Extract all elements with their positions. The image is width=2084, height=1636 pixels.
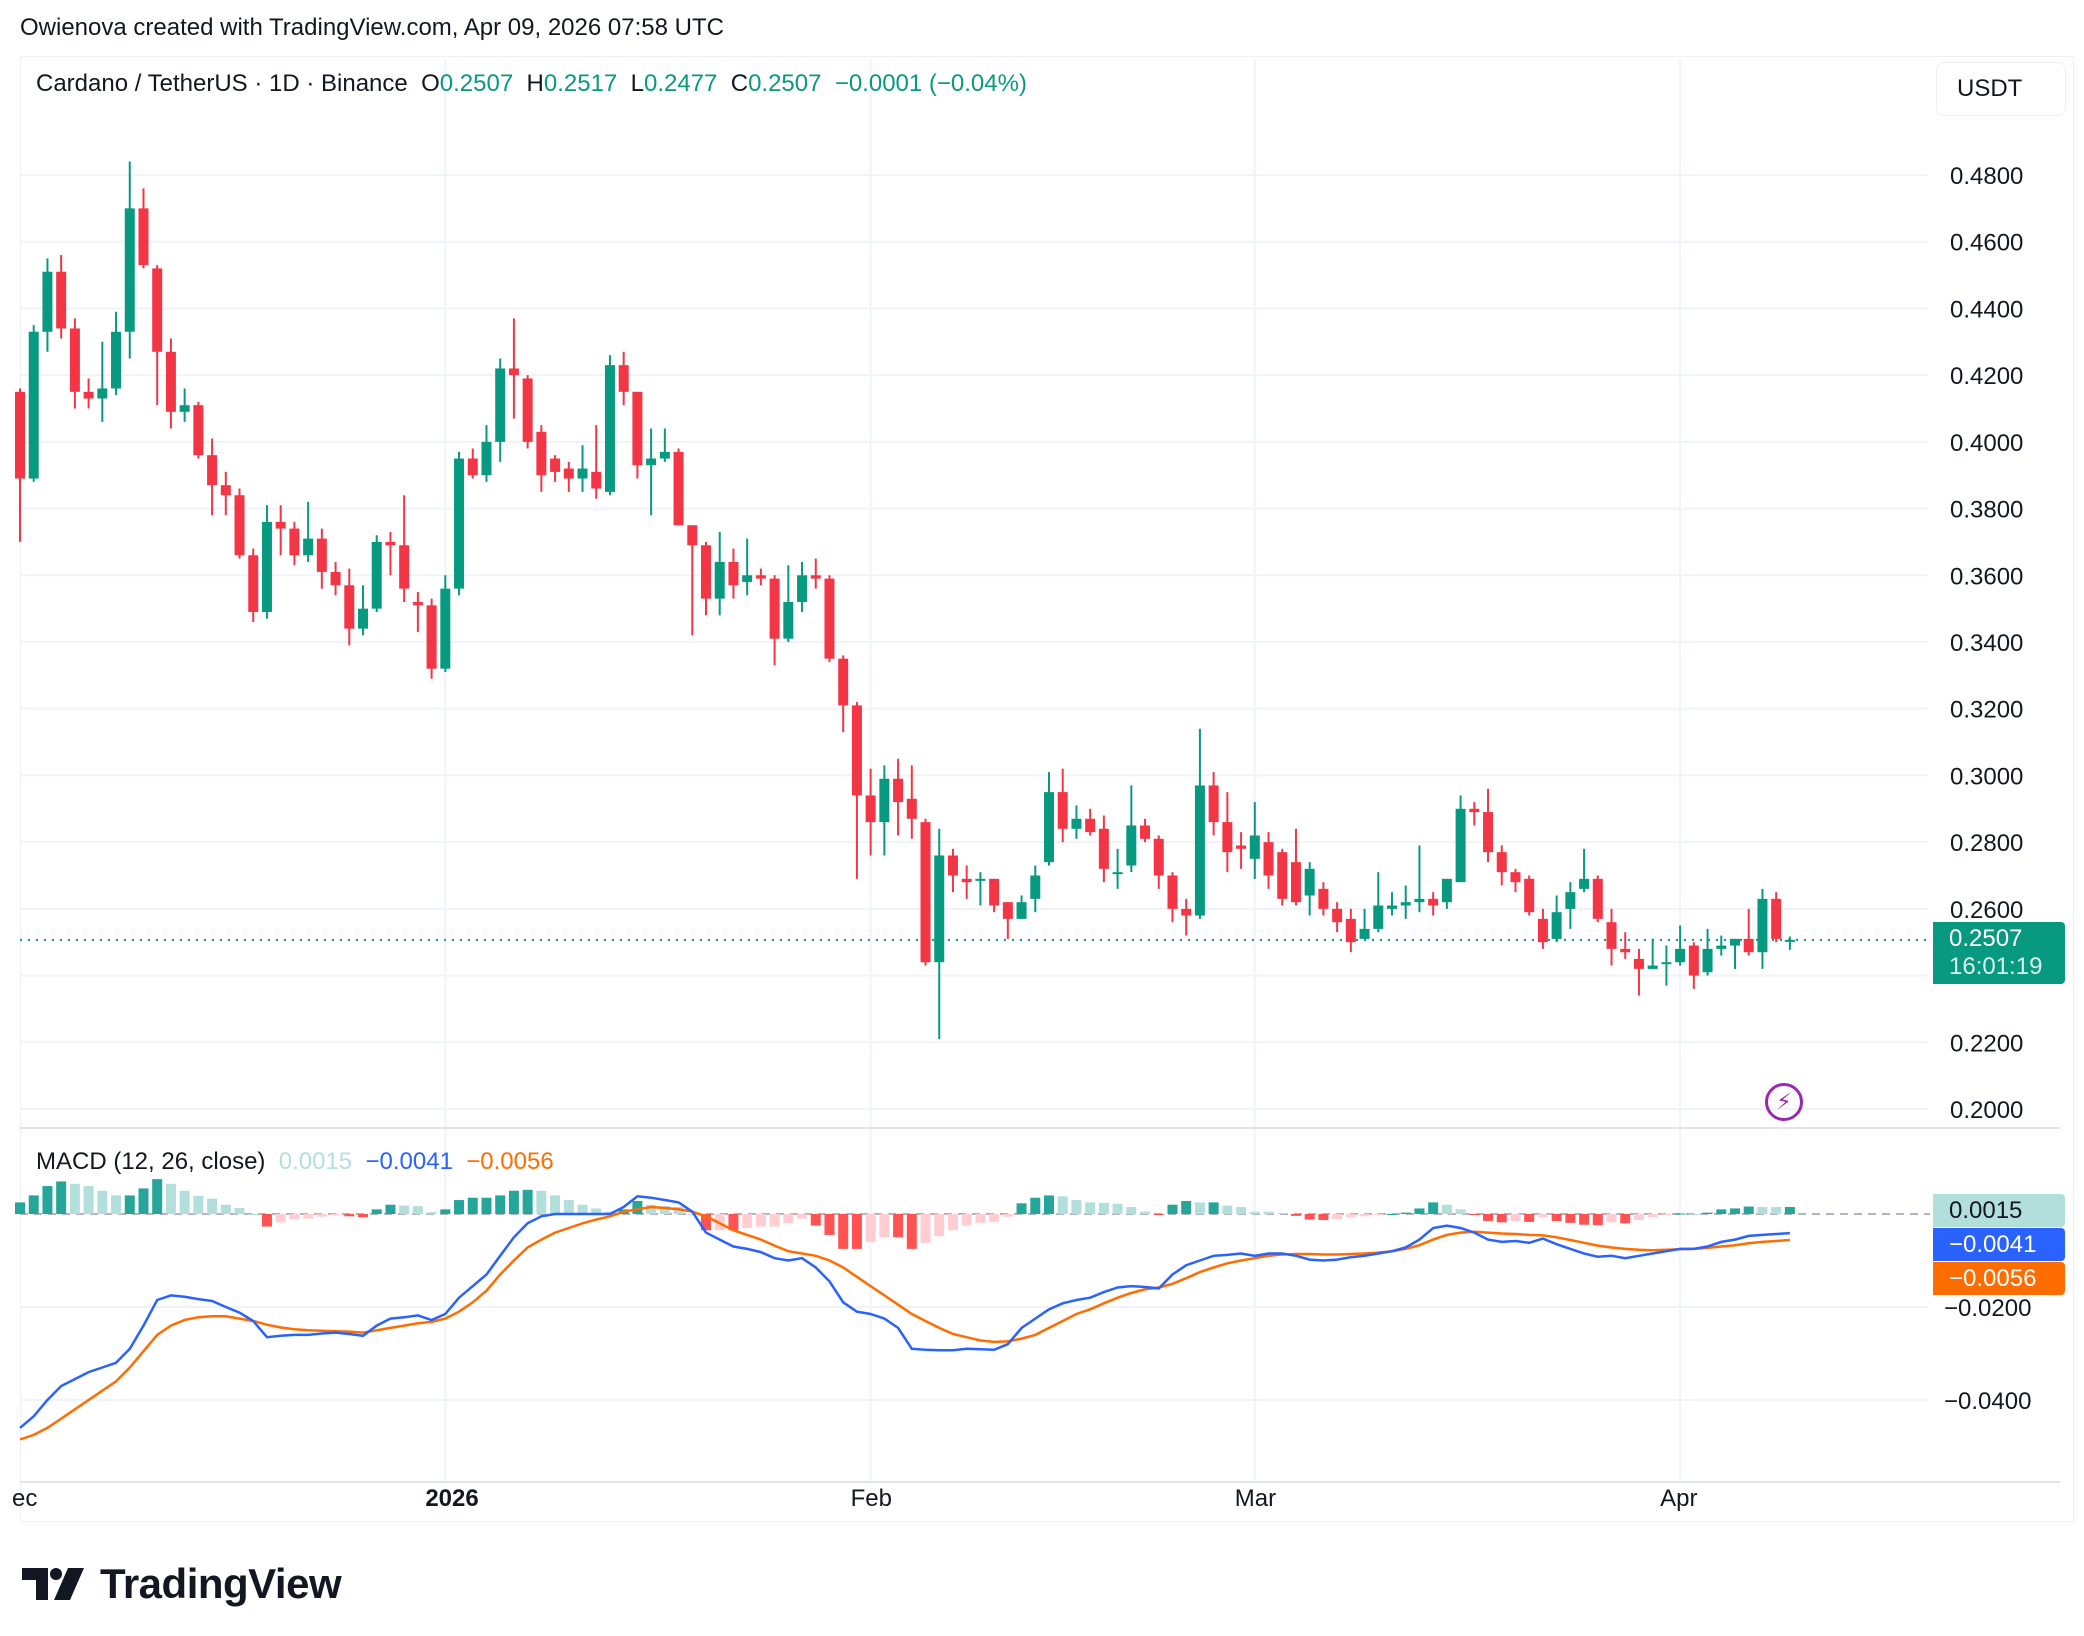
time-axis-label: Mar <box>1235 1485 1276 1512</box>
close-value: 0.2507 <box>748 70 822 97</box>
macd-histogram-badge: 0.0015 <box>1933 1194 2065 1227</box>
high-value: 0.2517 <box>543 70 618 97</box>
macd-legend: MACD (12, 26, close) 0.0015 −0.0041 −0.0… <box>36 1148 554 1176</box>
last-price-badge: 0.2507 16:01:19 <box>1933 922 2065 984</box>
time-axis-label: Feb <box>851 1485 892 1512</box>
lightning-icon[interactable]: ⚡︎ <box>1765 1083 1803 1121</box>
attribution-text: Owienova created with TradingView.com, A… <box>20 14 724 41</box>
currency-button[interactable]: USDT <box>1936 62 2066 116</box>
macd-signal-value: −0.0056 <box>466 1148 554 1175</box>
time-axis-label: ec <box>12 1485 37 1512</box>
macd-signal-badge: −0.0056 <box>1933 1262 2065 1295</box>
macd-axis-label: −0.0400 <box>1944 1388 2031 1415</box>
symbol-title[interactable]: Cardano / TetherUS · 1D · Binance <box>36 70 408 97</box>
macd-signal-line <box>19 1205 1790 1441</box>
close-label: C <box>730 70 749 97</box>
price-axis-label: 0.2600 <box>1950 897 2023 924</box>
price-axis-label: 0.4600 <box>1950 230 2023 257</box>
tradingview-logo-icon <box>22 1568 84 1600</box>
macd-line <box>19 1195 1790 1429</box>
macd-title[interactable]: MACD (12, 26, close) <box>36 1148 266 1175</box>
tradingview-logo-text: TradingView <box>100 1560 342 1607</box>
price-axis-label: 0.3200 <box>1950 697 2023 724</box>
macd-histogram-value: 0.0015 <box>278 1148 353 1175</box>
price-axis-label: 0.3600 <box>1950 563 2023 590</box>
candles <box>15 161 1795 1039</box>
price-axis-label: 0.4400 <box>1950 296 2023 323</box>
price-axis-label: 0.4000 <box>1950 430 2023 457</box>
time-axis-label: Apr <box>1660 1485 1697 1512</box>
price-axis-label: 0.2200 <box>1950 1030 2023 1057</box>
price-axis-label: 0.3400 <box>1950 630 2023 657</box>
chart-frame <box>20 56 2074 1522</box>
macd-line-badge: −0.0041 <box>1933 1228 2065 1261</box>
price-axis-label: 0.2000 <box>1950 1097 2023 1124</box>
price-axis-label: 0.4800 <box>1950 163 2023 190</box>
price-axis-label: 0.2800 <box>1950 830 2023 857</box>
macd-line-value: −0.0041 <box>365 1148 453 1175</box>
price-axis-label: 0.3800 <box>1950 497 2023 524</box>
open-value: 0.2507 <box>439 70 514 97</box>
low-label: L <box>630 70 644 97</box>
time-axis-label: 2026 <box>425 1485 478 1512</box>
high-label: H <box>526 70 544 97</box>
macd-axis-label: −0.0200 <box>1944 1295 2031 1322</box>
change-value: −0.0001 (−0.04%) <box>834 70 1027 97</box>
last-price-value: 0.2507 <box>1949 925 2023 952</box>
macd-histogram <box>15 1179 1795 1249</box>
tradingview-logo[interactable]: TradingView <box>22 1560 342 1608</box>
low-value: 0.2477 <box>643 70 718 97</box>
symbol-legend: Cardano / TetherUS · 1D · Binance O0.250… <box>36 70 1027 98</box>
price-axis-label: 0.3000 <box>1950 763 2023 790</box>
bar-countdown: 16:01:19 <box>1949 953 2043 980</box>
price-axis-label: 0.4200 <box>1950 363 2023 390</box>
open-label: O <box>421 70 440 97</box>
